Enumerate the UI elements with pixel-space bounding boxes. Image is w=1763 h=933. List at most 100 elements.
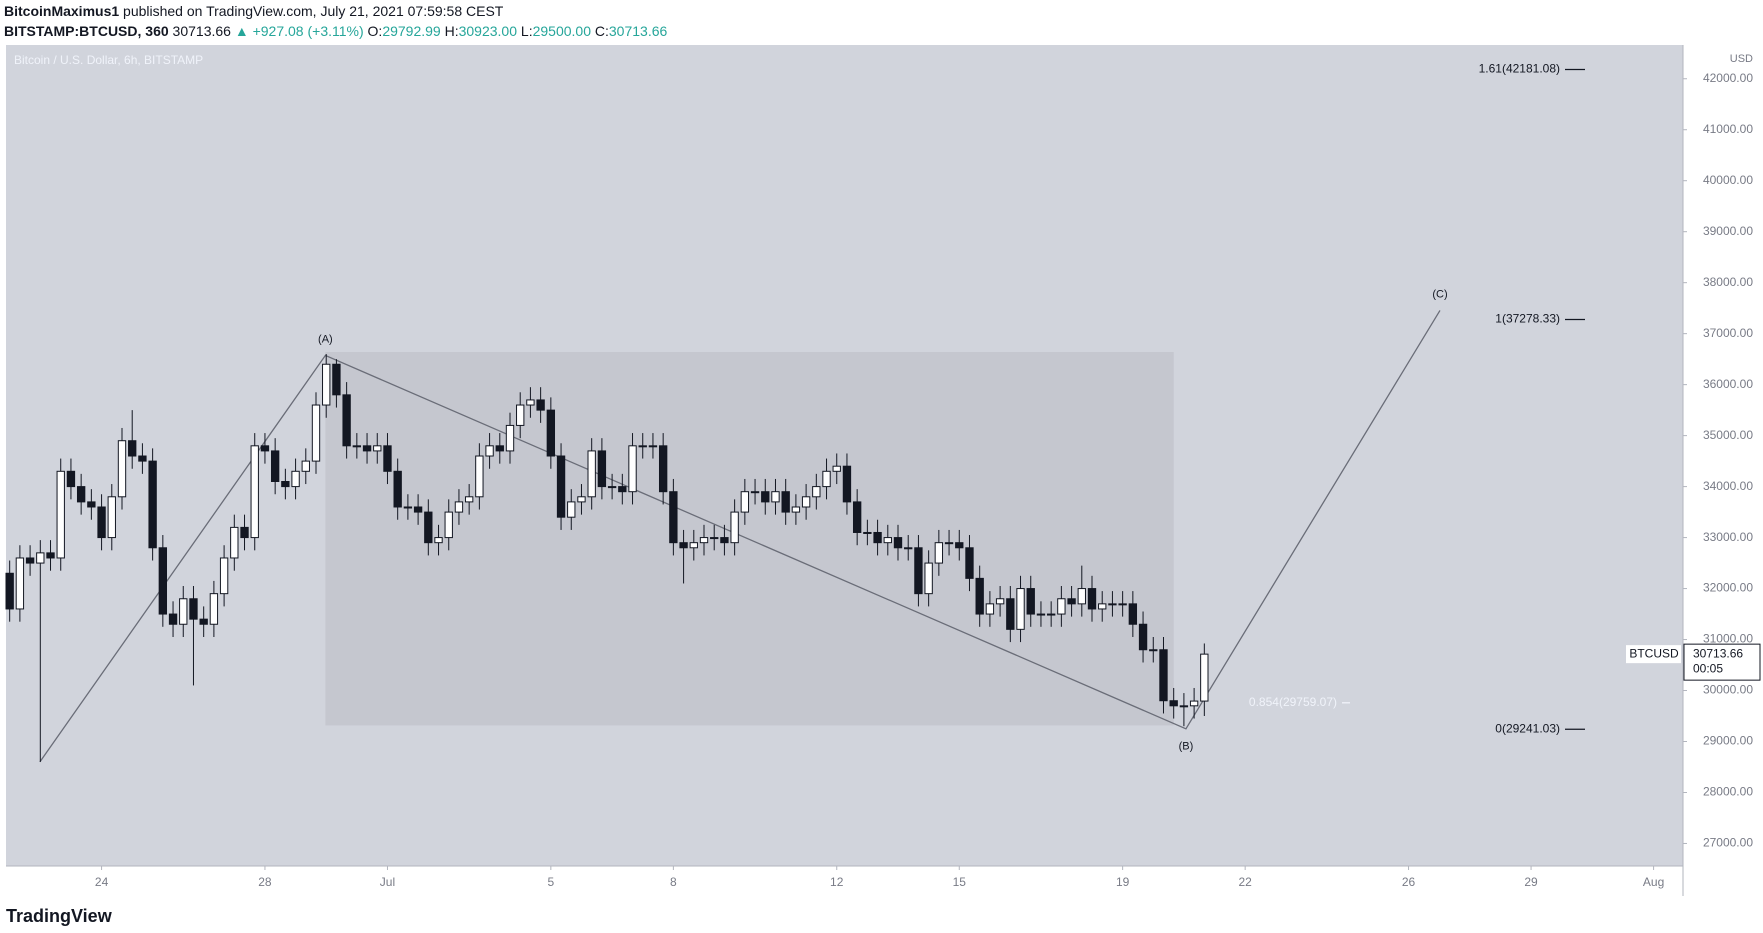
candle-body xyxy=(97,506,106,539)
y-tick-label: 29000.00 xyxy=(1703,734,1753,748)
chart-title: Bitcoin / U.S. Dollar, 6h, BITSTAMP xyxy=(14,53,203,67)
candle-body xyxy=(56,470,65,559)
l: 29500.00 xyxy=(532,23,591,39)
header-line: BitcoinMaximus1 published on TradingView… xyxy=(4,1,667,21)
candle-body xyxy=(5,572,14,610)
candle-body xyxy=(791,506,801,513)
price-tag-countdown: 00:05 xyxy=(1693,661,1723,675)
candle-body xyxy=(771,491,780,503)
candle-body xyxy=(801,496,811,508)
published: published on TradingView.com, July 21, 2… xyxy=(123,3,504,19)
y-tick-label: 33000.00 xyxy=(1703,530,1753,544)
y-tick-label: 27000.00 xyxy=(1703,836,1753,850)
candle-body xyxy=(117,440,127,498)
wave-line xyxy=(39,310,1441,763)
candle-body xyxy=(556,455,566,518)
candle-body xyxy=(781,491,790,513)
candle-body xyxy=(46,552,55,559)
candle-body xyxy=(1057,598,1066,615)
h: 30923.00 xyxy=(458,23,518,39)
candle-body xyxy=(1036,613,1046,616)
candle-body xyxy=(393,470,402,508)
candle-body xyxy=(699,537,709,544)
axis-background xyxy=(1683,45,1761,896)
candle-body xyxy=(944,542,954,545)
author: BitcoinMaximus1 xyxy=(4,3,120,19)
candle-body xyxy=(852,501,862,533)
price-tag-box xyxy=(1683,643,1761,681)
last: 30713.66 xyxy=(172,23,231,39)
fib-label: 1(37278.33) xyxy=(1495,312,1560,326)
candle-body xyxy=(464,496,474,503)
candle-body xyxy=(444,511,453,539)
price-tag-name: BTCUSD xyxy=(1629,646,1679,660)
candle-body xyxy=(955,542,964,549)
candle-body xyxy=(1046,613,1056,616)
candle-body xyxy=(403,506,413,509)
candle-body xyxy=(934,542,944,564)
x-tick-label: 22 xyxy=(1238,875,1252,889)
candle-body xyxy=(1077,588,1086,605)
candle-body xyxy=(669,491,678,544)
y-tick-label: 37000.00 xyxy=(1703,326,1753,340)
y-tick-label: 31000.00 xyxy=(1703,632,1753,646)
change: ▲ +927.08 (+3.11%) xyxy=(234,23,364,39)
candle-body xyxy=(822,470,831,488)
x-tick-label: 12 xyxy=(830,875,844,889)
candle-body xyxy=(1098,603,1107,610)
candle-body xyxy=(128,440,137,457)
candle-body xyxy=(904,547,913,550)
candle-body xyxy=(311,404,321,462)
h-label: H: xyxy=(444,23,459,39)
candle-body xyxy=(301,460,310,472)
x-tick-label: 24 xyxy=(95,875,109,889)
y-tick-label: 39000.00 xyxy=(1703,224,1753,238)
x-tick-label: Jul xyxy=(380,875,395,889)
candle-body xyxy=(679,542,688,549)
candle-body xyxy=(689,542,698,549)
candle-body xyxy=(1169,700,1178,707)
candle-body xyxy=(76,486,86,503)
candle-body xyxy=(138,455,147,462)
x-tick-label: 15 xyxy=(953,875,967,889)
candle-body xyxy=(413,506,423,513)
y-tick-label: 38000.00 xyxy=(1703,275,1753,289)
symbol: BITSTAMP:BTCUSD, 360 xyxy=(4,23,169,39)
candle-body xyxy=(975,577,984,615)
candle-body xyxy=(87,501,96,508)
candle-body xyxy=(587,450,596,498)
chart: Bitcoin / U.S. Dollar, 6h, BITSTAMP USD 27… xyxy=(5,45,1761,896)
candle-body xyxy=(710,537,719,540)
c-label: C: xyxy=(594,23,609,39)
candle-body xyxy=(750,491,760,494)
candle-body xyxy=(373,445,382,452)
candle-body xyxy=(536,399,545,411)
candle-body xyxy=(1128,603,1138,625)
fib-label: 1.61(42181.08) xyxy=(1479,62,1560,76)
candle-body xyxy=(526,399,535,406)
x-tick-label: 8 xyxy=(670,875,677,889)
candle-body xyxy=(883,537,892,544)
candle-body xyxy=(352,445,362,448)
y-tick-label: 35000.00 xyxy=(1703,428,1753,442)
candle-body xyxy=(1138,623,1148,651)
candle-body xyxy=(199,618,208,625)
y-tick-label: 36000.00 xyxy=(1703,377,1753,391)
candle-body xyxy=(1006,598,1015,630)
candle-body xyxy=(873,531,882,544)
candle-body xyxy=(842,465,852,503)
fib-label: 0.854(29759.07) xyxy=(1249,695,1337,709)
wave-label: (B) xyxy=(1179,741,1194,753)
candle-body xyxy=(567,501,576,518)
candle-body xyxy=(291,470,300,488)
x-tick-label: 26 xyxy=(1402,875,1416,889)
c: 30713.66 xyxy=(608,23,668,39)
candle-body xyxy=(168,613,178,625)
candle-body xyxy=(475,455,484,498)
candle-body xyxy=(546,409,556,457)
candle-body xyxy=(761,491,770,503)
candle-body xyxy=(209,593,219,625)
candle-body xyxy=(1026,588,1035,615)
candle-body xyxy=(332,363,341,396)
candle-body xyxy=(658,445,668,493)
